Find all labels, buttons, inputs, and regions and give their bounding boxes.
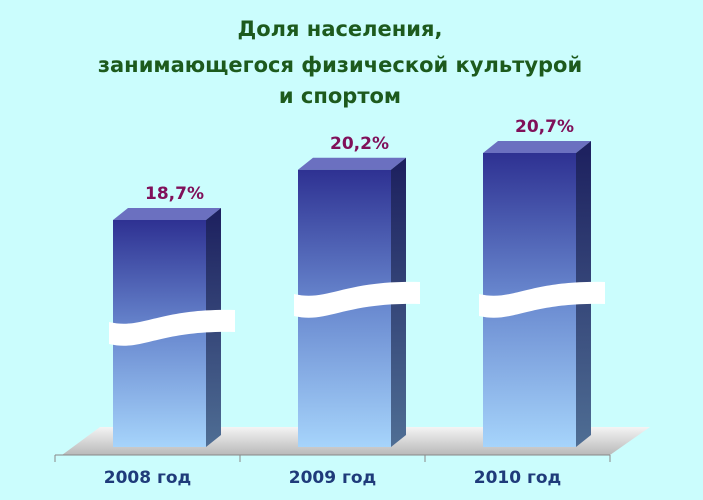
chart-title: и спортом (279, 84, 401, 108)
chart-title: Доля населения, (238, 17, 443, 41)
dividers (54, 455, 611, 462)
x-tick-label: 2009 год (289, 468, 377, 488)
x-tick-label: 2010 год (474, 468, 562, 488)
bar (479, 141, 605, 447)
bar-top (113, 208, 221, 220)
value-label: 20,7% (515, 117, 574, 137)
bar (294, 157, 420, 447)
chart-title: занимающегося физической культурой (98, 53, 582, 77)
axis-break (109, 309, 235, 346)
bar (109, 208, 235, 447)
axis-break (294, 281, 420, 318)
value-label: 18,7% (145, 184, 204, 204)
bar-top (298, 157, 406, 170)
value-label: 20,2% (330, 134, 389, 154)
bar-top (483, 141, 591, 153)
axis-break (479, 281, 605, 318)
x-tick-label: 2008 год (104, 468, 192, 488)
